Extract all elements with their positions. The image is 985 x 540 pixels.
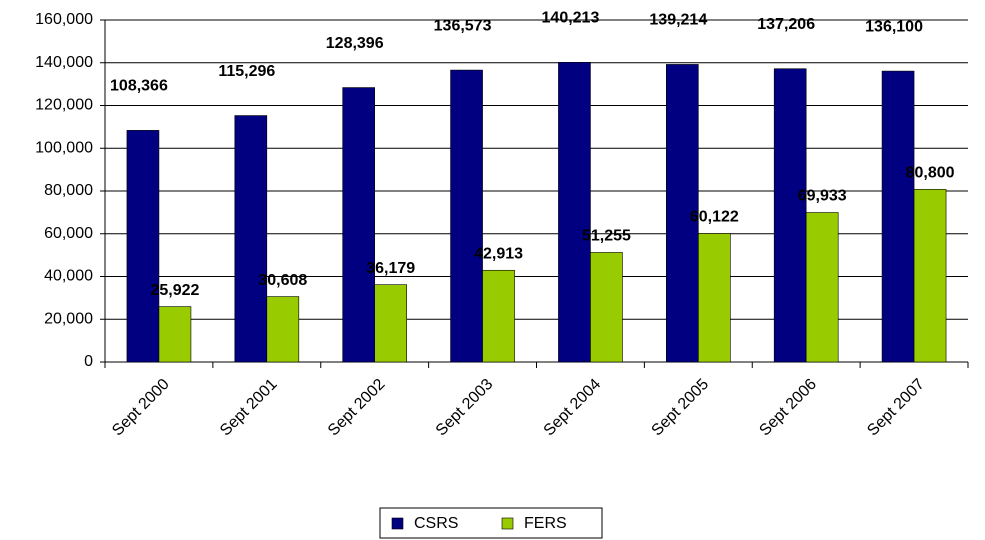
data-label: 137,206 [757,16,815,33]
data-label: 80,800 [906,165,955,182]
y-tick-label: 120,000 [35,97,93,114]
legend-label: FERS [524,515,567,532]
bar [234,115,268,363]
y-tick-label: 140,000 [35,54,93,71]
bar [881,70,915,363]
x-tick-label: Sept 2007 [864,376,928,440]
bar [482,269,515,363]
y-tick-label: 80,000 [44,182,93,199]
legend-swatch [391,517,404,530]
data-label: 115,296 [218,63,275,80]
y-tick-label: 60,000 [44,225,93,242]
x-tick-label: Sept 2005 [649,376,713,440]
bar [590,252,623,363]
x-tick-label: Sept 2001 [217,376,281,440]
data-label: 51,255 [582,228,631,245]
data-label: 108,366 [110,78,168,95]
legend-box [379,507,603,539]
x-tick-label: Sept 2006 [756,376,820,440]
bar [266,296,300,363]
bar [666,64,699,363]
y-tick-label: 20,000 [44,310,93,327]
data-label: 42,913 [474,245,523,262]
y-tick-label: 40,000 [44,268,93,285]
bar [773,68,807,363]
data-label: 139,214 [649,12,707,29]
x-tick-label: Sept 2004 [541,376,605,440]
y-tick-label: 0 [84,353,93,370]
y-tick-label: 100,000 [35,139,93,156]
bar [913,188,947,363]
bar [450,69,483,363]
data-label: 25,922 [150,282,199,299]
bar [126,130,160,363]
x-tick-label: Sept 2003 [433,376,497,440]
bar [805,212,839,363]
data-label: 128,396 [326,35,384,52]
bar [558,61,591,363]
data-label: 36,179 [366,260,415,277]
bar [342,87,375,363]
x-tick-label: Sept 2000 [109,376,173,440]
legend-swatch [501,517,514,530]
bar [374,284,407,363]
bar [158,306,192,363]
data-label: 136,100 [865,18,923,35]
data-label: 30,608 [258,272,307,289]
x-tick-label: Sept 2002 [325,376,389,440]
data-label: 69,933 [798,188,847,205]
bar [698,233,731,363]
y-tick-label: 160,000 [35,11,93,28]
data-label: 136,573 [434,17,492,34]
data-label: 60,122 [690,209,739,226]
data-label: 140,213 [542,10,600,27]
legend-label: CSRS [414,515,458,532]
